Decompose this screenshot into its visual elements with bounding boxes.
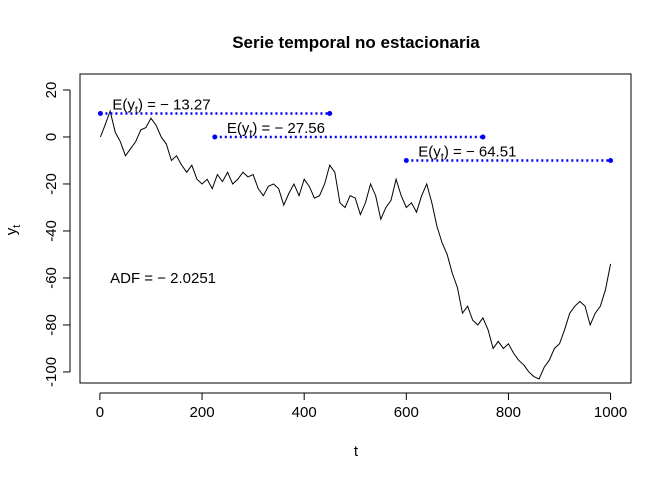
y-label-base: y (3, 227, 20, 235)
y-tick-label: 0 (43, 133, 60, 141)
y-tick-label: -60 (43, 267, 60, 289)
label-post: ) = − 27.56 (252, 120, 325, 137)
x-axis-label: t (354, 443, 359, 460)
segment-start (97, 110, 103, 116)
label-pre: E(y (418, 143, 441, 160)
label-sub: t (135, 104, 138, 116)
data-line (99, 109, 612, 380)
segment-end (480, 134, 486, 140)
y-tick-label: 20 (43, 82, 60, 99)
segment-label: E(yt) = − 27.56 (227, 120, 325, 140)
x-tick-label: 1000 (594, 404, 627, 421)
x-tick-label: 400 (292, 404, 317, 421)
x-tick-label: 600 (394, 404, 419, 421)
segment-end (608, 157, 614, 163)
x-tick-label: 800 (496, 404, 521, 421)
label-post: ) = − 13.27 (138, 96, 211, 113)
segment-label: E(yt) = − 13.27 (112, 96, 210, 116)
x-tick-label: 0 (96, 404, 104, 421)
y-tick-label: -20 (43, 173, 60, 195)
y-label-sub: t (11, 225, 23, 228)
label-sub: t (441, 151, 444, 163)
y-tick-label: -80 (43, 314, 60, 336)
segment-label: E(yt) = − 64.51 (418, 143, 516, 163)
adf-annotation: ADF = − 2.0251 (110, 270, 216, 287)
label-pre: E(y (227, 120, 250, 137)
y-tick-label: -100 (43, 357, 60, 387)
plot-box (79, 73, 632, 384)
segment-end (327, 110, 333, 116)
chart-title: Serie temporal no estacionaria (232, 33, 480, 52)
label-post: ) = − 64.51 (444, 143, 517, 160)
label-sub: t (249, 128, 252, 140)
x-tick-label: 200 (190, 404, 215, 421)
y-axis-label: yt (3, 225, 23, 236)
segment-start (212, 134, 218, 140)
y-tick-label: -40 (43, 220, 60, 242)
segment-start (403, 157, 409, 163)
label-pre: E(y (112, 96, 135, 113)
